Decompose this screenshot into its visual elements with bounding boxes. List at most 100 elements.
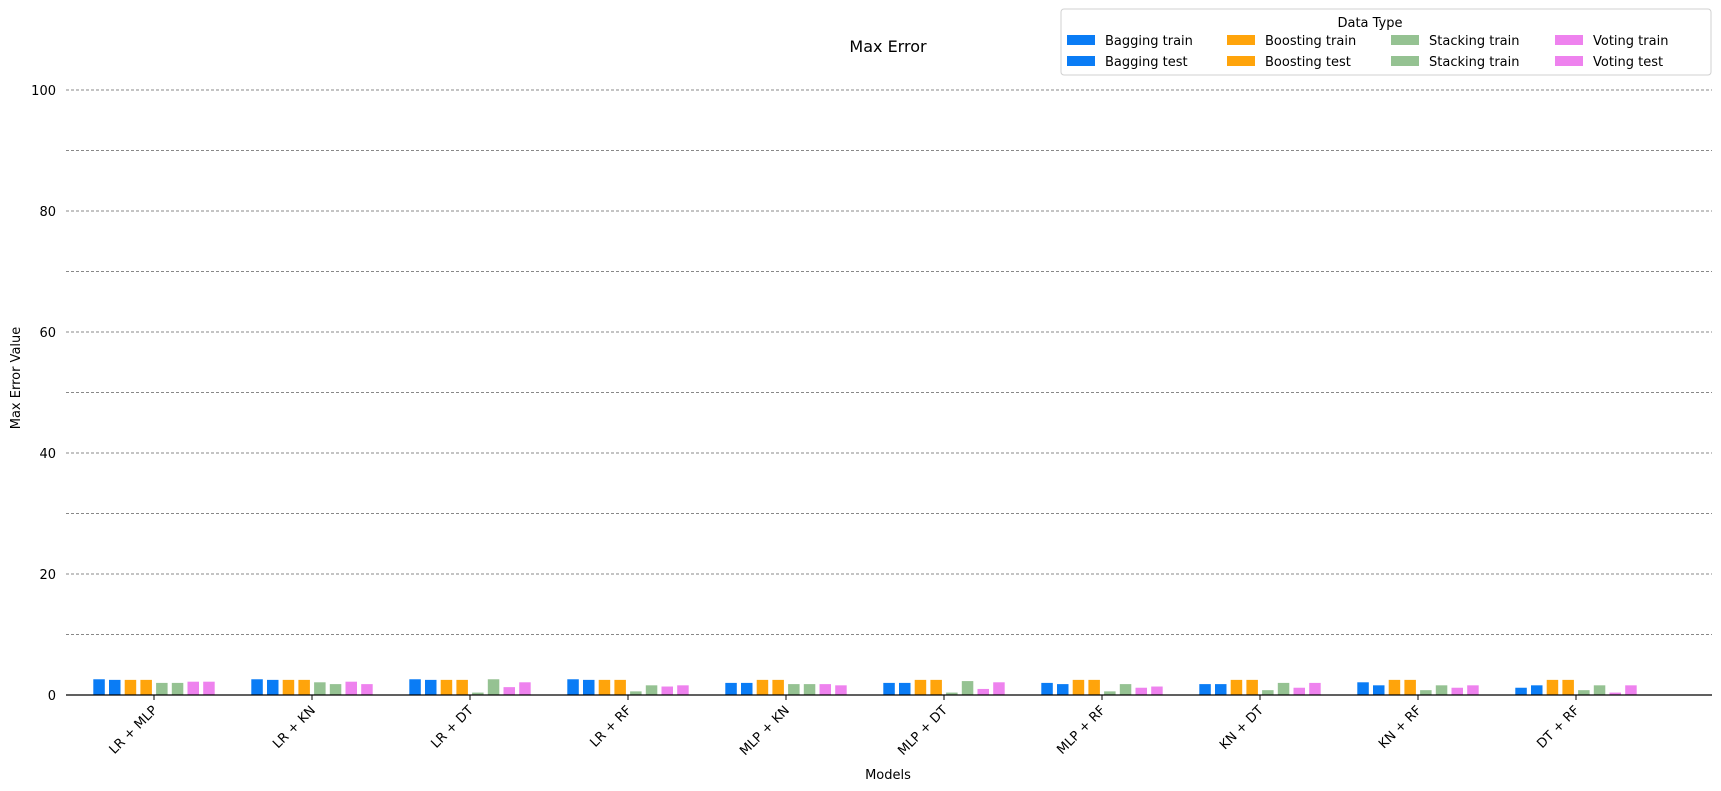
legend-swatch (1067, 35, 1095, 45)
x-tick-labels: LR + MLP LR + KN LR + DT LR + RF MLP + KN MLP… (107, 695, 1583, 759)
bar (583, 679, 595, 695)
bar (1262, 690, 1274, 695)
bar (598, 679, 611, 695)
bar (1072, 679, 1085, 695)
bar (487, 679, 500, 695)
bar (1088, 679, 1100, 695)
bar (1246, 679, 1258, 695)
bar (1041, 682, 1053, 695)
legend-swatch (1391, 56, 1419, 66)
bar (1057, 684, 1069, 695)
x-tick-label: LR + DT (428, 703, 476, 751)
y-tick-label: 60 (39, 326, 56, 341)
bar (519, 682, 531, 695)
bar (425, 679, 437, 695)
bar (140, 679, 152, 695)
bar (171, 682, 184, 695)
chart-title: Max Error (849, 37, 927, 56)
bar (1119, 684, 1132, 695)
legend-label: Stacking train (1429, 34, 1520, 49)
bar (1625, 685, 1637, 695)
bar (756, 679, 769, 695)
x-axis-label: Models (865, 768, 911, 783)
legend-label: Boosting train (1265, 34, 1356, 49)
bar (1467, 685, 1479, 695)
bar (1151, 686, 1163, 695)
bar (1609, 692, 1621, 695)
bar (472, 692, 484, 695)
bar (567, 679, 579, 695)
legend-swatch (1391, 35, 1419, 45)
bar (267, 679, 279, 695)
legend-label: Stacking train (1429, 55, 1520, 70)
bar (329, 684, 342, 695)
bar (803, 684, 816, 695)
bar (93, 679, 105, 695)
bar (1230, 679, 1243, 695)
bar (961, 681, 974, 695)
bar (1531, 685, 1543, 695)
bar (725, 682, 737, 695)
legend-swatch (1555, 56, 1583, 66)
bar (1215, 684, 1227, 695)
bar (1593, 685, 1606, 695)
legend-label: Bagging test (1105, 55, 1188, 70)
bar (298, 679, 310, 695)
bar (1373, 685, 1385, 695)
bar (1515, 687, 1527, 695)
y-tick-label: 80 (39, 205, 56, 220)
bar (1546, 679, 1559, 695)
bar (1388, 679, 1401, 695)
bar (409, 679, 421, 695)
legend-swatch (1067, 56, 1095, 66)
legend-frame (1060, 8, 1712, 76)
bar (946, 692, 958, 695)
bar (1578, 690, 1590, 695)
bars (93, 679, 1637, 695)
bar (1293, 687, 1305, 695)
bar (456, 679, 468, 695)
bar (788, 684, 800, 695)
bar (993, 682, 1005, 695)
bar (899, 682, 911, 695)
bar (1135, 687, 1147, 695)
bar (614, 679, 626, 695)
bar (835, 685, 847, 695)
y-tick-label: 0 (48, 689, 56, 704)
bar (883, 682, 895, 695)
x-tick-label: DT + RF (1534, 703, 1583, 752)
bar (645, 685, 658, 695)
legend-swatch (1555, 35, 1583, 45)
x-tick-label: LR + MLP (107, 703, 161, 757)
bar (930, 679, 942, 695)
bar (1277, 682, 1290, 695)
bar (503, 687, 515, 695)
bar (914, 679, 927, 695)
legend-label: Bagging train (1105, 34, 1193, 49)
bar (187, 681, 199, 695)
bar (1404, 679, 1416, 695)
bar (314, 682, 326, 695)
bar (1420, 690, 1432, 695)
legend-title: Data Type (1337, 16, 1402, 31)
bar (156, 682, 168, 695)
y-axis-label: Max Error Value (9, 327, 24, 430)
bar (741, 682, 753, 695)
legend-swatch (1227, 56, 1255, 66)
bar (1309, 682, 1321, 695)
legend-label: Boosting test (1265, 55, 1351, 70)
legend-label: Voting test (1593, 55, 1663, 70)
bar (819, 684, 831, 695)
x-tick-label: MLP + KN (737, 703, 793, 759)
legend-swatch (1227, 35, 1255, 45)
y-tick-label: 100 (31, 84, 56, 99)
x-tick-label: LR + KN (270, 703, 319, 752)
bar (282, 679, 295, 695)
bar (440, 679, 453, 695)
bar (361, 684, 373, 695)
x-tick-label: LR + RF (587, 703, 634, 750)
legend-label: Voting train (1593, 34, 1668, 49)
y-tick-label: 40 (39, 447, 56, 462)
bar (1357, 682, 1369, 695)
